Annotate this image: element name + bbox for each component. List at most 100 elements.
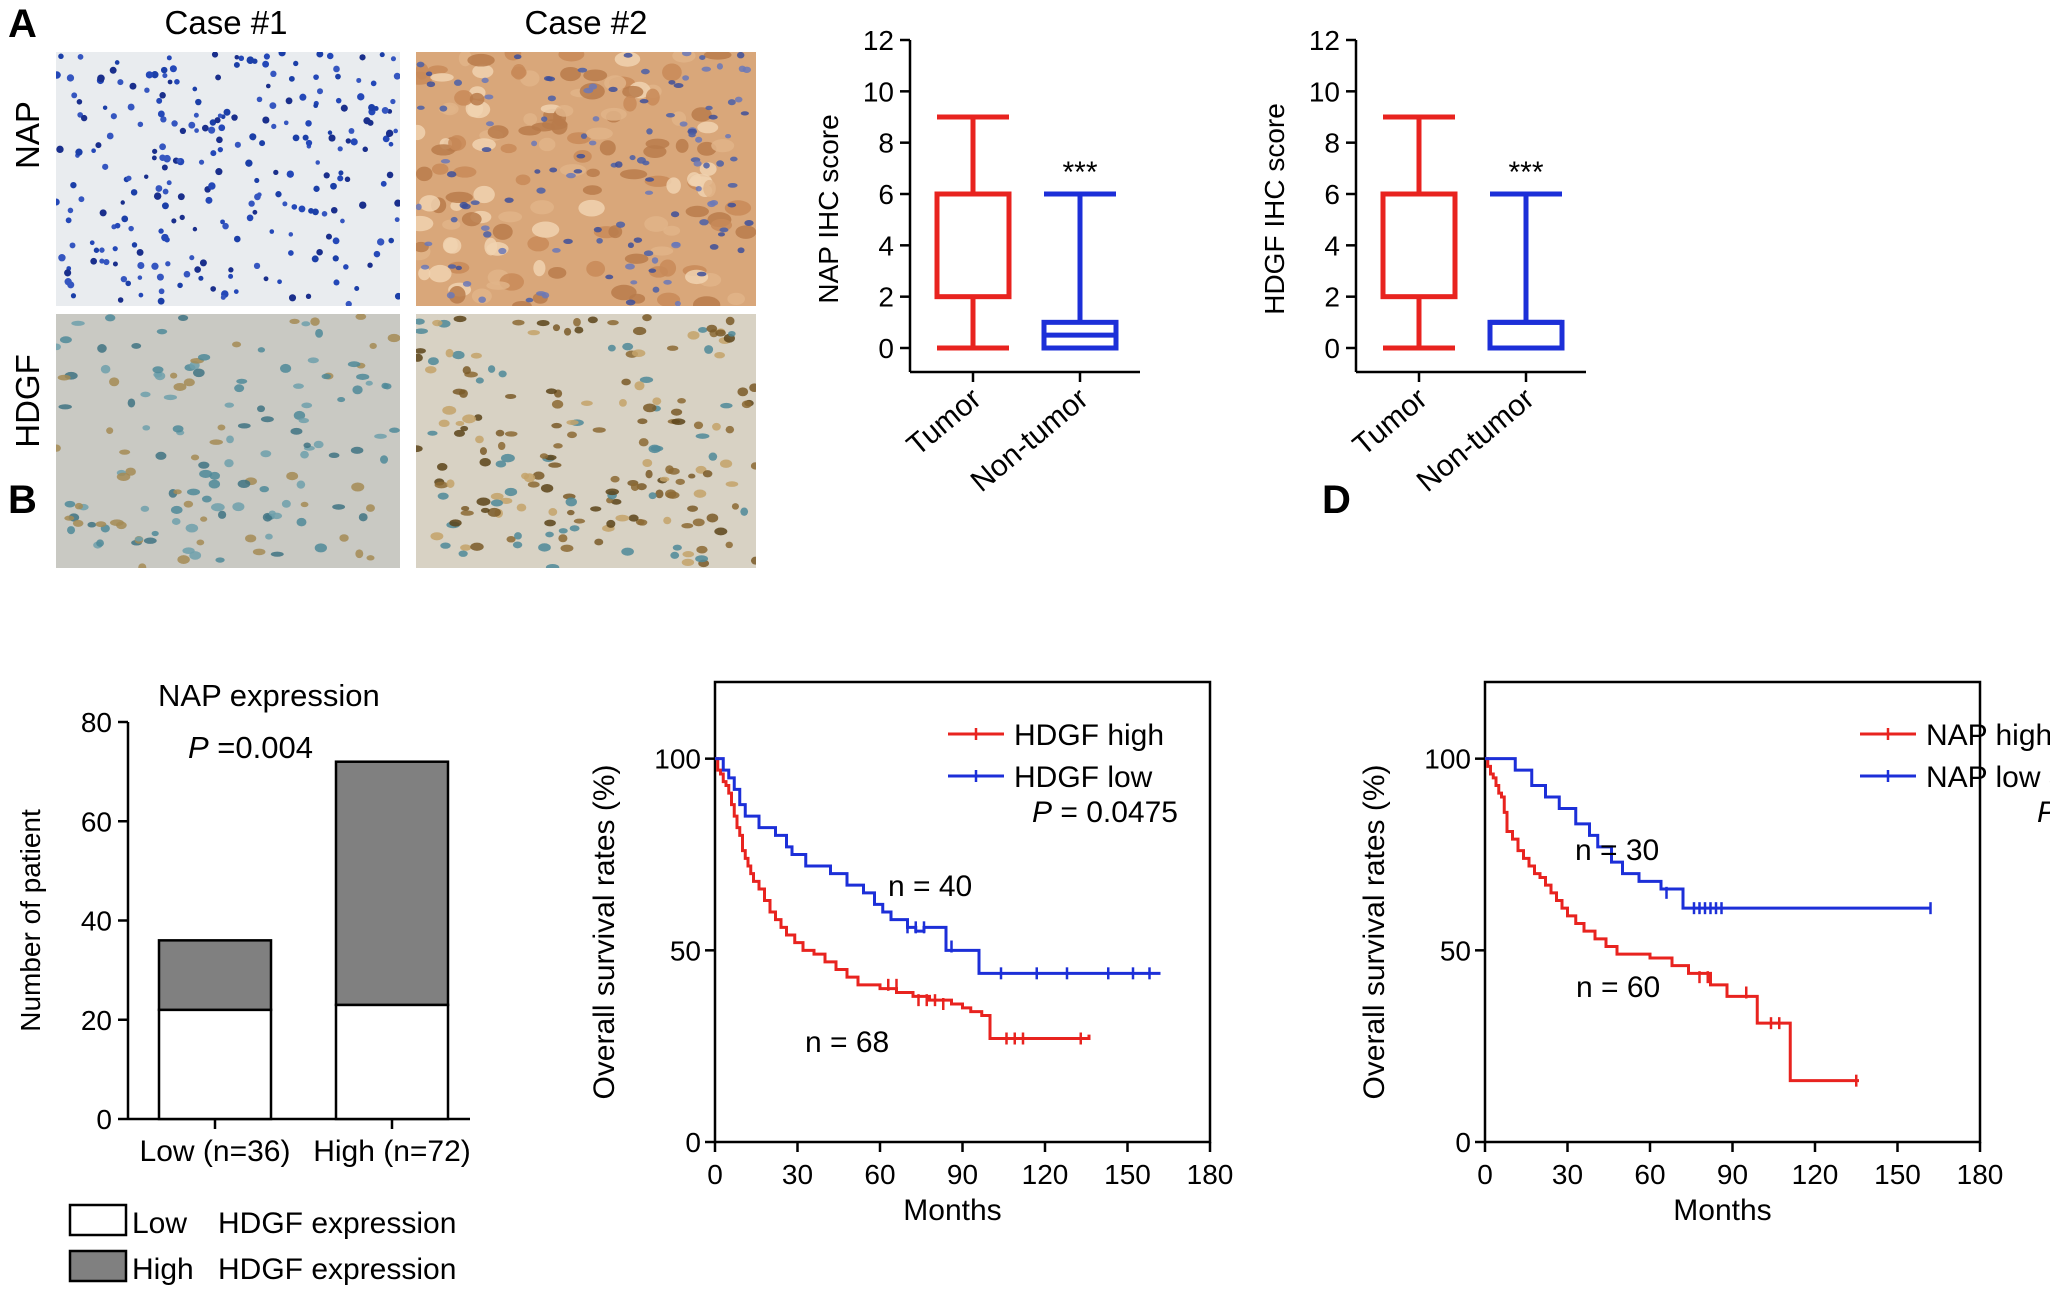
cell-nucleus [474, 414, 483, 421]
cell-nucleus [719, 459, 733, 468]
cell-nucleus [460, 544, 472, 551]
cell-nucleus [186, 488, 201, 496]
cell-nucleus [138, 563, 147, 568]
cell-nucleus [365, 380, 373, 386]
micrograph-nap-case-1 [56, 52, 400, 306]
cell-nucleus [234, 55, 240, 60]
cell-nucleus [741, 400, 752, 409]
cell-nucleus [260, 416, 274, 423]
cell-nucleus [581, 400, 593, 406]
bar-segment [157, 939, 273, 1012]
cell-nucleus [648, 268, 657, 273]
cell-nucleus [635, 518, 645, 526]
cell-nucleus [476, 497, 491, 506]
cell-nucleus [256, 96, 263, 103]
cell-nucleus [455, 421, 465, 426]
column-label-case-1: Case #1 [164, 4, 288, 41]
cell-nucleus [725, 134, 732, 139]
y-tick-label: 20 [81, 1005, 112, 1036]
cell-nucleus [645, 88, 660, 106]
cell-nucleus [665, 489, 677, 499]
cell-nucleus [291, 204, 298, 210]
cell-nucleus [631, 349, 646, 358]
cell-nucleus [117, 79, 124, 86]
cell-nucleus [652, 286, 660, 293]
cell-nucleus [109, 66, 117, 74]
cell-nucleus [454, 90, 474, 106]
x-tick-label: Tumor [901, 382, 988, 462]
cell-nucleus [455, 265, 462, 271]
cell-nucleus [136, 248, 144, 256]
cell-nucleus [587, 316, 598, 324]
cell-nucleus [582, 185, 602, 195]
cell-nucleus [699, 55, 706, 60]
cell-nucleus [64, 269, 72, 277]
cell-nucleus [642, 314, 652, 322]
cell-nucleus [611, 498, 622, 505]
cell-nucleus [58, 404, 72, 410]
cell-nucleus [156, 273, 164, 281]
cell-nucleus [143, 537, 157, 544]
x-tick-label: 120 [1792, 1159, 1839, 1190]
cell-nucleus [119, 449, 131, 455]
cell-nucleus [576, 153, 586, 159]
cell-nucleus [750, 462, 756, 470]
cell-nucleus [424, 241, 433, 247]
cell-nucleus [469, 92, 485, 106]
cell-nucleus [155, 451, 167, 460]
y-tick-label: 6 [1324, 179, 1340, 210]
cell-nucleus [446, 292, 455, 299]
cell-nucleus [590, 506, 602, 512]
cell-nucleus [198, 461, 210, 469]
cell-nucleus [328, 452, 340, 459]
cell-nucleus [558, 52, 585, 62]
cell-nucleus [198, 159, 205, 165]
y-tick-label: 10 [863, 76, 894, 107]
cell-nucleus [531, 221, 560, 238]
cell-nucleus [56, 145, 64, 154]
x-axis-label: Months [903, 1194, 1001, 1227]
n-label: n = 60 [1576, 971, 1660, 1004]
cell-nucleus [249, 133, 257, 141]
cell-nucleus [619, 398, 627, 407]
cell-nucleus [333, 65, 340, 73]
cell-nucleus [645, 469, 653, 479]
cell-nucleus [657, 292, 681, 306]
cell-nucleus [473, 185, 495, 204]
cell-nucleus [298, 205, 306, 213]
cell-nucleus [430, 73, 454, 82]
cell-nucleus [459, 389, 468, 398]
legend-swatch [68, 1203, 128, 1237]
cell-nucleus [674, 300, 681, 306]
panel-letter-a: A [8, 2, 37, 46]
cell-nucleus [355, 549, 364, 559]
cell-nucleus [442, 405, 457, 415]
cell-nucleus [670, 408, 683, 416]
cell-nucleus [194, 266, 201, 273]
cell-nucleus [498, 247, 507, 255]
y-tick-label: 0 [96, 1104, 112, 1135]
cell-nucleus [323, 172, 330, 179]
cell-nucleus [643, 250, 654, 257]
cell-nucleus [158, 288, 165, 295]
cell-nucleus [356, 373, 370, 380]
cell-nucleus [379, 52, 385, 58]
cell-nucleus [498, 370, 507, 378]
cell-nucleus [315, 160, 320, 165]
n-label: n = 40 [888, 870, 972, 903]
cell-nucleus [416, 203, 422, 211]
cell-nucleus [144, 174, 149, 179]
cell-nucleus [99, 258, 105, 264]
cell-nucleus [450, 216, 458, 223]
cell-nucleus [157, 110, 165, 118]
legend-label: Low [132, 1207, 187, 1240]
cell-nucleus [699, 219, 709, 226]
cell-nucleus [102, 163, 109, 170]
cell-nucleus [87, 521, 97, 528]
micrograph-hdgf-case-2-svg [416, 314, 756, 568]
cell-nucleus [358, 513, 368, 522]
cell-nucleus [89, 240, 95, 246]
x-tick-label: 30 [782, 1159, 813, 1190]
cell-nucleus [390, 56, 396, 62]
cell-nucleus [232, 341, 242, 348]
